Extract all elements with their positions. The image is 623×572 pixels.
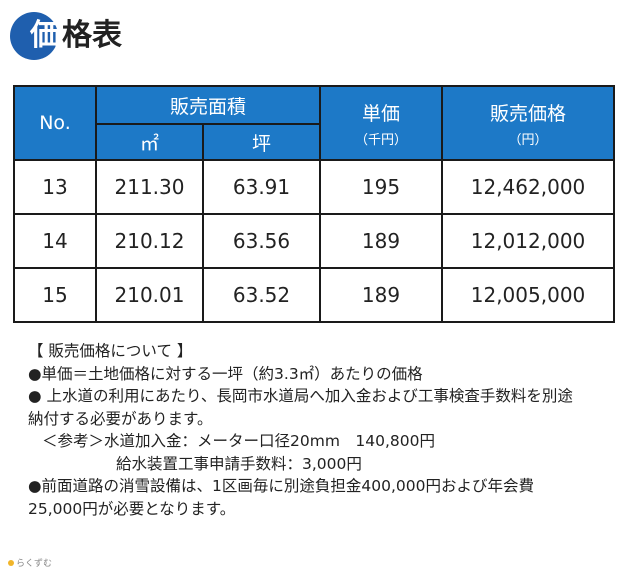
logo-mark-icon [8,560,14,566]
note-water-supply: ● 上水道の利用にあたり、長岡市水道局へ加入金および工事検査手数料を別途 [28,387,573,405]
notes-heading: 【 販売価格について 】 [28,342,193,360]
cell-sqm: 211.30 [95,159,204,215]
cell-tsubo: 63.52 [201,267,322,323]
cell-no: 14 [13,213,97,269]
cell-sale-price: 12,012,000 [441,213,616,269]
cell-sale-price: 12,005,000 [441,267,616,323]
cell-unit-price: 189 [319,213,444,269]
cell-unit-price: 189 [319,267,444,323]
header-sales-area: 販売面積 [94,85,322,125]
header-unit-price-sub: （千円） [355,132,408,148]
logo-text: らくずむ [16,559,53,569]
note-application-fee: 給水装置工事申請手数料：3,000円 [116,454,362,473]
header-unit-price-label: 単価 [362,102,401,125]
header-sale-price-label: 販売価格 [490,102,567,125]
cell-no: 13 [13,159,97,215]
cell-sqm: 210.01 [95,267,204,323]
note-water-supply-cont: 納付する必要があります。 [28,409,213,428]
cell-no: 15 [13,267,97,323]
note-unit-price: ●単価＝土地価格に対する一坪（約3.3㎡）あたりの価格 [28,364,423,383]
cell-tsubo: 63.91 [201,159,322,215]
cell-sqm: 210.12 [95,213,204,269]
note-snow-melting: ●前面道路の消雪設備は、1区画毎に別途負担金400,000円および年会費 [28,477,534,495]
header-sale-price-sub: （円） [508,132,548,148]
price-table: No. 販売面積 単価 （千円） 販売価格 （円） ㎡ 坪 13 211.30 … [13,85,616,323]
page-title-first-char: 価 [30,18,60,53]
cell-sale-price: 12,462,000 [441,159,616,215]
header-sqm: ㎡ [95,123,204,161]
header-sale-price: 販売価格 （円） [441,85,616,161]
header-unit-price: 単価 （千円） [319,85,444,161]
cell-tsubo: 63.56 [201,213,322,269]
cell-unit-price: 195 [319,159,444,215]
note-snow-melting-cont: 25,000円が必要となります。 [28,499,236,518]
table-row: 14 210.12 63.56 189 12,012,000 [13,213,616,269]
pricing-notes: 【 販売価格について 】 ●単価＝土地価格に対する一坪（約3.3㎡）あたりの価格… [28,340,618,520]
note-reference-fee: ＜参考＞水道加入金：メーター口径20mm 140,800円 [42,432,436,450]
title-circle [10,12,58,60]
page-title-rest: 格表 [62,18,122,53]
table-row: 13 211.30 63.91 195 12,462,000 [13,159,616,215]
table-row: 15 210.01 63.52 189 12,005,000 [13,267,616,323]
header-no: No. [13,85,97,161]
site-logo: らくずむ [8,556,52,569]
header-tsubo: 坪 [201,123,322,161]
